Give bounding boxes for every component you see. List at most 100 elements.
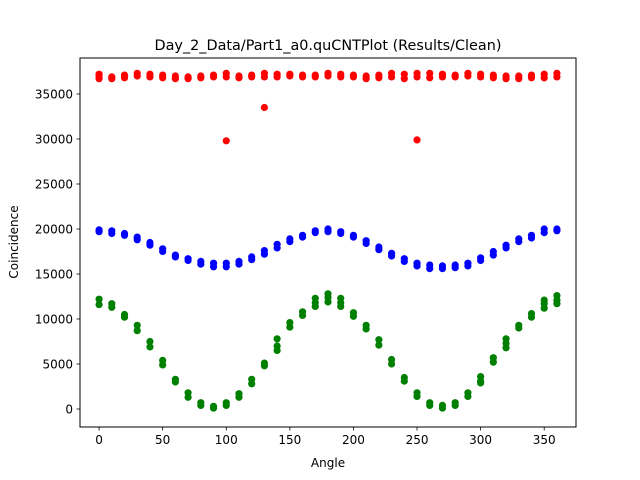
data-point <box>260 103 269 112</box>
data-point <box>502 344 510 352</box>
data-point <box>273 73 281 81</box>
y-tick-label: 0 <box>65 402 73 416</box>
data-point <box>133 327 141 335</box>
data-point <box>273 346 281 355</box>
data-point <box>260 73 269 81</box>
data-point <box>489 358 497 366</box>
data-point <box>184 256 192 265</box>
data-point <box>413 262 421 270</box>
x-axis-label: Angle <box>311 456 345 470</box>
data-point <box>477 73 485 81</box>
data-point <box>464 262 472 270</box>
data-point <box>260 250 269 258</box>
data-point <box>197 74 205 82</box>
data-point <box>209 263 218 271</box>
data-point <box>248 73 256 81</box>
data-point <box>362 239 370 247</box>
data-point <box>171 378 179 386</box>
data-point <box>438 404 447 412</box>
data-point <box>222 73 230 81</box>
data-point <box>324 72 332 80</box>
data-point <box>311 302 319 310</box>
data-point <box>349 233 358 241</box>
data-point <box>298 311 307 319</box>
data-point <box>324 228 332 236</box>
data-point <box>464 392 472 400</box>
y-tick-label: 25000 <box>35 177 73 191</box>
data-point <box>349 312 358 320</box>
data-point <box>375 74 383 82</box>
plot-frame <box>79 57 577 428</box>
data-point <box>222 401 230 409</box>
data-point <box>553 73 561 81</box>
data-point <box>286 238 294 246</box>
data-point <box>375 336 383 344</box>
data-point <box>375 246 383 254</box>
data-point <box>95 70 103 78</box>
x-tick-label: 250 <box>406 433 429 447</box>
data-point <box>553 300 561 308</box>
data-point <box>426 401 434 409</box>
y-tick-label: 20000 <box>35 222 73 236</box>
data-point <box>159 74 167 82</box>
data-point <box>426 74 434 82</box>
data-point <box>184 393 192 401</box>
data-point <box>235 74 243 82</box>
x-tick-label: 100 <box>215 433 238 447</box>
data-point <box>324 298 332 306</box>
data-point <box>515 324 523 332</box>
data-point <box>286 323 294 331</box>
data-point <box>248 380 256 388</box>
data-point <box>540 74 548 82</box>
x-tick-label: 150 <box>278 433 301 447</box>
data-point <box>515 75 523 83</box>
data-point <box>298 233 307 241</box>
data-point <box>235 260 243 268</box>
x-tick-label: 50 <box>155 433 170 447</box>
data-point <box>311 229 319 237</box>
data-point <box>273 244 281 252</box>
data-point <box>451 264 459 272</box>
data-point <box>146 343 154 351</box>
data-point <box>298 73 307 81</box>
y-axis-label: Coincidence <box>7 205 21 278</box>
data-point <box>349 73 358 81</box>
data-point <box>209 404 218 412</box>
data-point <box>146 337 154 346</box>
data-point <box>159 361 167 369</box>
data-point <box>477 256 485 265</box>
data-point <box>108 75 116 83</box>
data-point <box>337 229 345 238</box>
chart-title: Day_2_Data/Part1_a0.quCNTPlot (Results/C… <box>155 38 502 54</box>
data-point <box>120 231 129 239</box>
data-points <box>95 69 561 412</box>
data-point <box>120 313 129 321</box>
data-point <box>159 247 167 256</box>
data-point <box>286 72 294 80</box>
data-point <box>438 265 447 273</box>
axes: 0 50 100 150 200 250 300 350 0 5000 10000 15000 2000… <box>35 57 577 447</box>
data-point <box>413 73 421 81</box>
data-point <box>400 377 408 385</box>
data-point <box>489 74 497 82</box>
data-point <box>540 304 548 312</box>
data-point <box>260 362 269 370</box>
data-point <box>197 260 205 268</box>
data-point <box>438 73 447 81</box>
data-point <box>95 295 103 303</box>
data-point <box>209 73 218 81</box>
data-point <box>413 136 421 144</box>
data-point <box>400 257 408 265</box>
data-point <box>527 74 536 82</box>
data-point <box>387 360 396 368</box>
data-point <box>502 244 510 252</box>
y-tick-label: 5000 <box>42 357 73 371</box>
data-point <box>95 228 103 236</box>
data-point <box>464 72 472 80</box>
data-point <box>502 75 510 83</box>
y-tick-label: 35000 <box>35 87 73 101</box>
data-point <box>337 73 345 81</box>
data-point <box>337 302 345 310</box>
data-point <box>527 234 536 242</box>
